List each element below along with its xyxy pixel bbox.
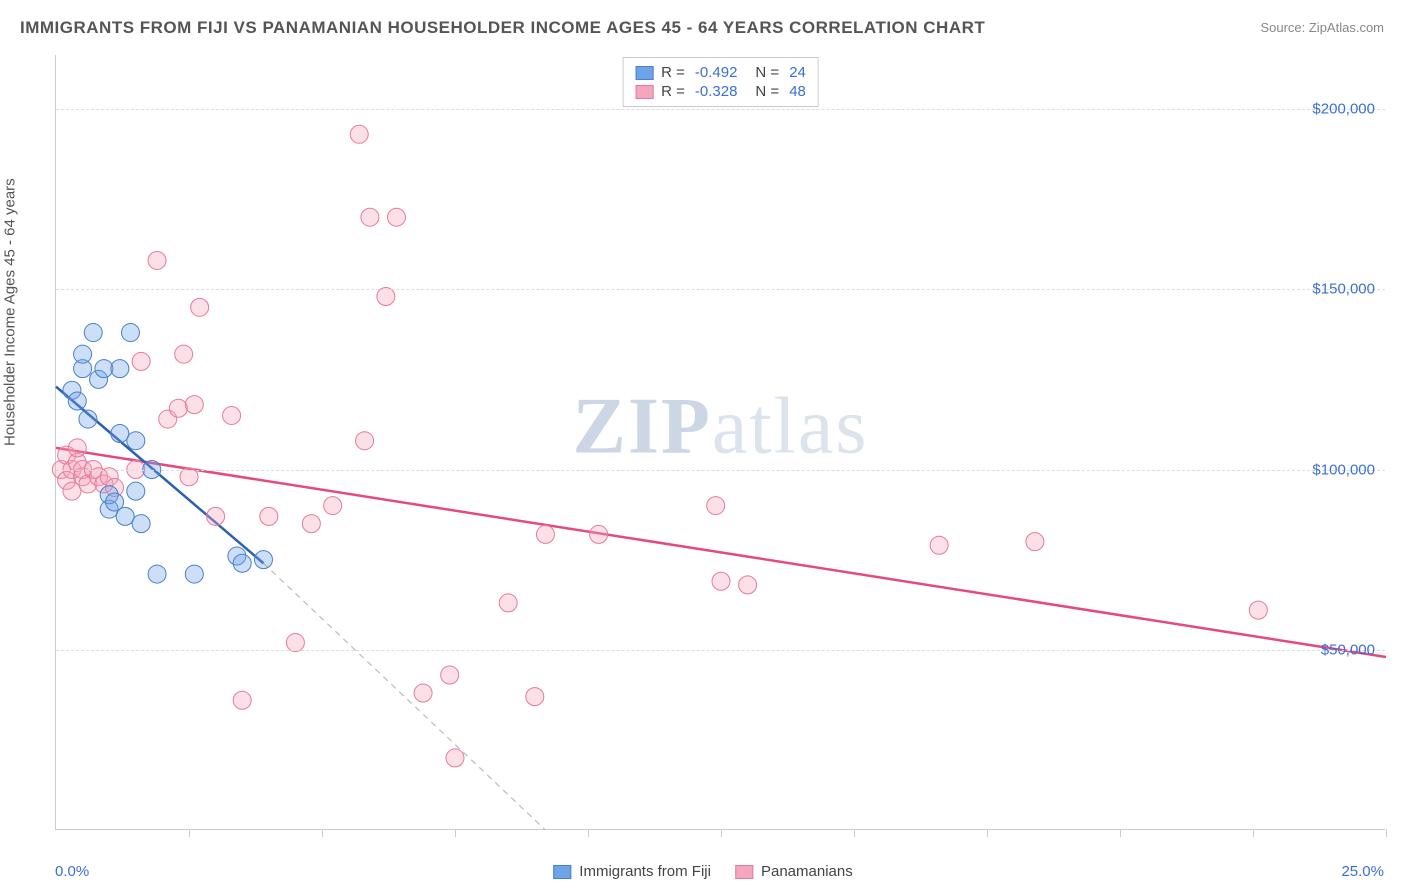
data-point xyxy=(207,507,225,525)
n-label: N = xyxy=(755,83,779,100)
data-point xyxy=(739,576,757,594)
data-point xyxy=(95,360,113,378)
data-point xyxy=(169,399,187,417)
y-tick-label: $50,000 xyxy=(1321,641,1375,658)
data-point xyxy=(191,298,209,316)
y-tick-label: $100,000 xyxy=(1312,461,1375,478)
x-tick xyxy=(189,829,190,837)
data-point xyxy=(387,208,405,226)
legend-item-fiji: Immigrants from Fiji xyxy=(553,863,711,880)
grid-line xyxy=(56,289,1385,290)
data-point xyxy=(930,536,948,554)
data-point xyxy=(116,507,134,525)
legend-series: Immigrants from Fiji Panamanians xyxy=(553,863,852,880)
grid-line xyxy=(56,109,1385,110)
data-point xyxy=(536,525,554,543)
data-point xyxy=(127,482,145,500)
data-point xyxy=(74,345,92,363)
data-point xyxy=(590,525,608,543)
data-point xyxy=(302,515,320,533)
n-value-panama: 48 xyxy=(789,83,806,100)
r-value-panama: -0.328 xyxy=(695,83,738,100)
data-point xyxy=(707,497,725,515)
x-tick xyxy=(588,829,589,837)
data-point xyxy=(233,691,251,709)
n-value-fiji: 24 xyxy=(789,64,806,81)
legend-label-panama: Panamanians xyxy=(761,863,853,880)
chart-title: IMMIGRANTS FROM FIJI VS PANAMANIAN HOUSE… xyxy=(20,18,985,38)
data-point xyxy=(68,439,86,457)
data-point xyxy=(499,594,517,612)
x-max-label: 25.0% xyxy=(1341,863,1384,880)
swatch-fiji-bottom xyxy=(553,865,571,879)
plot-svg xyxy=(56,55,1385,829)
data-point xyxy=(111,424,129,442)
x-min-label: 0.0% xyxy=(55,863,89,880)
x-tick xyxy=(987,829,988,837)
data-point xyxy=(712,572,730,590)
data-point xyxy=(132,352,150,370)
data-point xyxy=(79,410,97,428)
data-point xyxy=(233,554,251,572)
swatch-fiji xyxy=(635,66,653,80)
data-point xyxy=(185,565,203,583)
y-tick-label: $150,000 xyxy=(1312,281,1375,298)
data-point xyxy=(361,208,379,226)
data-point xyxy=(441,666,459,684)
grid-line xyxy=(56,470,1385,471)
x-tick xyxy=(721,829,722,837)
legend-row-panama: R = -0.328 N = 48 xyxy=(635,83,806,100)
x-tick xyxy=(455,829,456,837)
r-label: R = xyxy=(661,64,685,81)
data-point xyxy=(446,749,464,767)
data-point xyxy=(526,688,544,706)
legend-item-panama: Panamanians xyxy=(735,863,853,880)
r-label: R = xyxy=(661,83,685,100)
data-point xyxy=(148,251,166,269)
swatch-panama-bottom xyxy=(735,865,753,879)
x-tick xyxy=(1253,829,1254,837)
data-point xyxy=(260,507,278,525)
data-point xyxy=(132,515,150,533)
data-point xyxy=(356,432,374,450)
data-point xyxy=(111,360,129,378)
data-point xyxy=(175,345,193,363)
data-point xyxy=(254,551,272,569)
x-tick xyxy=(322,829,323,837)
data-point xyxy=(148,565,166,583)
data-point xyxy=(1249,601,1267,619)
regression-line xyxy=(56,448,1386,657)
data-point xyxy=(185,396,203,414)
data-point xyxy=(121,324,139,342)
data-point xyxy=(1026,533,1044,551)
swatch-panama xyxy=(635,85,653,99)
r-value-fiji: -0.492 xyxy=(695,64,738,81)
data-point xyxy=(84,324,102,342)
data-point xyxy=(350,125,368,143)
data-point xyxy=(223,406,241,424)
data-point xyxy=(324,497,342,515)
legend-row-fiji: R = -0.492 N = 24 xyxy=(635,64,806,81)
y-tick-label: $200,000 xyxy=(1312,101,1375,118)
x-tick xyxy=(1120,829,1121,837)
grid-line xyxy=(56,650,1385,651)
data-point xyxy=(68,392,86,410)
legend-label-fiji: Immigrants from Fiji xyxy=(579,863,711,880)
x-tick xyxy=(854,829,855,837)
data-point xyxy=(414,684,432,702)
x-tick xyxy=(1386,829,1387,837)
data-point xyxy=(127,432,145,450)
source-label: Source: ZipAtlas.com xyxy=(1260,20,1384,35)
y-axis-label: Householder Income Ages 45 - 64 years xyxy=(2,178,19,446)
n-label: N = xyxy=(755,64,779,81)
plot-area: R = -0.492 N = 24 R = -0.328 N = 48 ZIPa… xyxy=(55,55,1385,830)
legend-correlation: R = -0.492 N = 24 R = -0.328 N = 48 xyxy=(622,57,819,107)
